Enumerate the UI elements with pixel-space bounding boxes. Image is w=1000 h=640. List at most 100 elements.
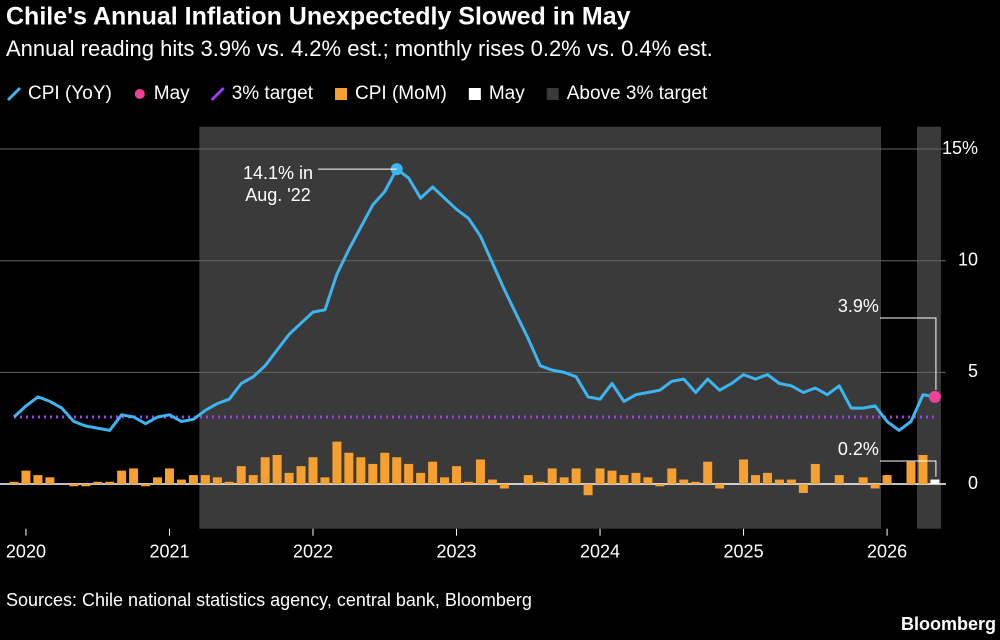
bar — [691, 481, 701, 485]
bar — [858, 477, 868, 485]
x-tick-label: 2026 — [867, 541, 907, 561]
bar — [176, 479, 186, 485]
bar — [404, 463, 414, 485]
bar — [81, 484, 91, 487]
bar — [380, 452, 390, 485]
bar — [93, 481, 103, 485]
x-tick-label: 2020 — [6, 541, 46, 561]
highlight-span — [916, 126, 941, 529]
bar — [33, 475, 43, 485]
bar — [547, 468, 557, 485]
bar — [452, 466, 462, 485]
bar — [153, 477, 163, 485]
bar — [559, 477, 569, 485]
bar — [535, 481, 545, 485]
bar — [798, 484, 808, 493]
bar — [786, 479, 796, 485]
bar — [571, 468, 581, 485]
x-tick-label: 2025 — [724, 541, 764, 561]
brand: Bloomberg — [901, 614, 996, 634]
legend-label: May — [154, 83, 190, 104]
legend-swatch — [546, 88, 559, 100]
bar — [475, 459, 485, 485]
value-label: 3.9% — [838, 296, 879, 316]
legend-label: Above 3% target — [567, 83, 708, 104]
bar — [428, 461, 438, 485]
bar — [774, 479, 784, 485]
bar — [308, 457, 318, 485]
x-tick-label: 2024 — [580, 541, 620, 561]
bar — [655, 484, 665, 487]
bar — [248, 475, 258, 485]
legend-label: 3% target — [232, 83, 314, 104]
bar — [188, 475, 198, 485]
bar — [619, 475, 629, 485]
bar — [607, 470, 617, 485]
value-label: 0.2% — [838, 439, 879, 459]
x-tick-label: 2021 — [149, 541, 189, 561]
bar — [667, 468, 677, 485]
source: Sources: Chile national statistics agenc… — [6, 590, 532, 610]
bar — [344, 452, 354, 485]
bar — [440, 477, 450, 485]
chart-subtitle: Annual reading hits 3.9% vs. 4.2% est.; … — [6, 36, 713, 61]
bar — [762, 472, 772, 485]
bar — [332, 441, 342, 485]
bar — [21, 470, 31, 485]
chart-title: Chile's Annual Inflation Unexpectedly Sl… — [6, 3, 631, 31]
legend-swatch — [210, 86, 225, 102]
bar — [739, 459, 749, 485]
legend-swatch — [6, 86, 22, 102]
bar — [212, 477, 222, 485]
bar — [918, 455, 928, 485]
bar — [906, 461, 916, 485]
point — [928, 390, 941, 403]
bar — [296, 466, 306, 485]
bar — [523, 475, 533, 485]
bar — [416, 472, 426, 485]
bar — [930, 479, 940, 485]
bar — [870, 484, 880, 489]
bar — [320, 477, 330, 485]
bar — [631, 472, 641, 485]
bar — [499, 484, 509, 489]
legend-label: May — [489, 83, 525, 104]
label-leader — [879, 317, 937, 390]
x-tick-label: 2022 — [293, 541, 333, 561]
bar — [284, 472, 294, 485]
bar — [9, 481, 19, 485]
bar — [45, 477, 55, 485]
y-tick-label: 15% — [942, 138, 978, 158]
bar — [164, 468, 174, 485]
legend-label: CPI (YoY) — [28, 83, 112, 104]
bar — [463, 481, 473, 485]
legend-swatch — [134, 89, 145, 99]
bar — [392, 457, 402, 485]
y-tick-label: 5 — [968, 361, 978, 381]
bar — [679, 479, 689, 485]
bar — [368, 463, 378, 485]
bar — [141, 484, 151, 487]
bar — [882, 475, 892, 485]
label-leader — [879, 460, 937, 477]
bar — [583, 484, 593, 496]
y-tick-label: 0 — [968, 473, 978, 493]
bar — [272, 455, 282, 485]
bar — [236, 466, 246, 485]
legend-label: CPI (MoM) — [355, 83, 447, 104]
bar — [715, 484, 725, 489]
bar — [643, 477, 653, 485]
bar — [105, 481, 115, 485]
bar — [751, 475, 761, 485]
annotation: 14.1% in — [243, 163, 313, 183]
bar — [200, 475, 210, 485]
bar — [224, 481, 234, 485]
bar — [703, 461, 713, 485]
bar — [810, 463, 820, 485]
bar — [69, 484, 79, 487]
y-tick-label: 10 — [958, 249, 978, 269]
bar — [487, 479, 497, 485]
line — [12, 167, 936, 432]
